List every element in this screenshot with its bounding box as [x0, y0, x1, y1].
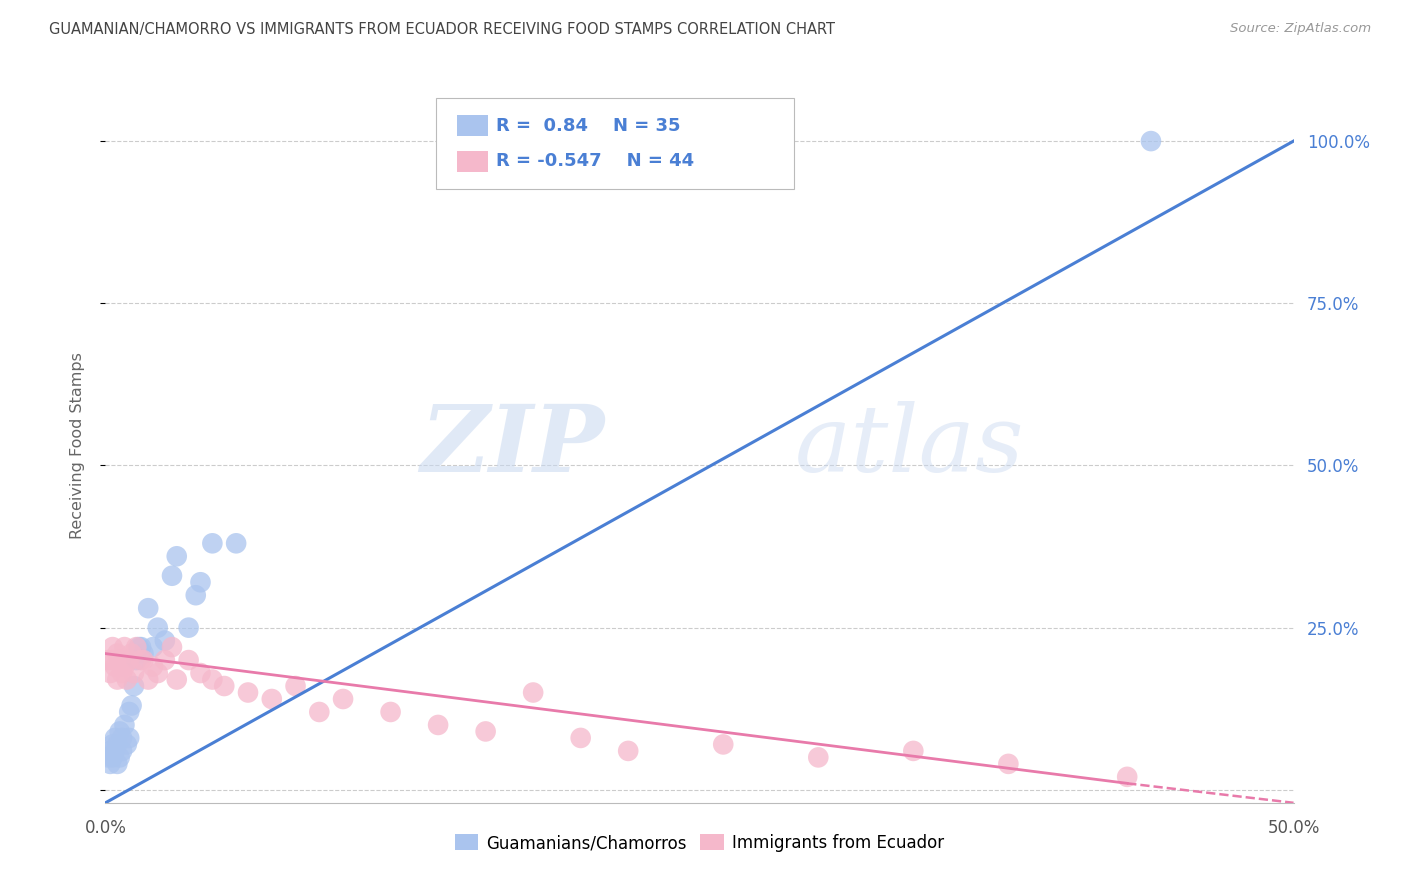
- Point: [118, 731, 141, 745]
- Point: [522, 685, 544, 699]
- Point: [146, 621, 169, 635]
- Point: [146, 666, 169, 681]
- Point: [129, 640, 152, 654]
- Point: [114, 718, 136, 732]
- Point: [122, 679, 145, 693]
- Point: [125, 640, 148, 654]
- Point: [115, 673, 138, 687]
- Point: [108, 724, 131, 739]
- Point: [160, 568, 183, 582]
- Point: [101, 750, 124, 764]
- Point: [153, 653, 176, 667]
- Point: [284, 679, 307, 693]
- Point: [105, 673, 128, 687]
- Text: atlas: atlas: [794, 401, 1024, 491]
- Text: Source: ZipAtlas.com: Source: ZipAtlas.com: [1230, 22, 1371, 36]
- Point: [1116, 770, 1139, 784]
- Point: [105, 738, 128, 752]
- Point: [1140, 134, 1163, 148]
- Text: GUAMANIAN/CHAMORRO VS IMMIGRANTS FROM ECUADOR RECEIVING FOOD STAMPS CORRELATION : GUAMANIAN/CHAMORRO VS IMMIGRANTS FROM EC…: [49, 22, 835, 37]
- Text: R = -0.547    N = 44: R = -0.547 N = 44: [496, 153, 695, 170]
- Point: [108, 750, 131, 764]
- Point: [105, 647, 128, 661]
- Point: [97, 653, 120, 667]
- Point: [136, 601, 159, 615]
- Legend: Guamanians/Chamorros, Immigrants from Ecuador: Guamanians/Chamorros, Immigrants from Ec…: [449, 828, 950, 859]
- Point: [115, 738, 138, 752]
- Point: [332, 692, 354, 706]
- Point: [101, 738, 124, 752]
- Point: [136, 673, 159, 687]
- Point: [121, 647, 143, 661]
- Y-axis label: Receiving Food Stamps: Receiving Food Stamps: [70, 352, 84, 540]
- Point: [184, 588, 207, 602]
- Point: [617, 744, 640, 758]
- Point: [121, 698, 143, 713]
- Point: [122, 666, 145, 681]
- Point: [380, 705, 402, 719]
- Point: [190, 575, 212, 590]
- Point: [160, 640, 183, 654]
- Point: [190, 666, 212, 681]
- Point: [166, 549, 188, 564]
- Point: [807, 750, 830, 764]
- Point: [104, 744, 127, 758]
- Point: [108, 653, 131, 667]
- Point: [132, 647, 155, 661]
- Point: [201, 536, 224, 550]
- Point: [104, 659, 127, 673]
- Point: [142, 640, 165, 654]
- Point: [166, 673, 188, 687]
- Point: [153, 633, 176, 648]
- Point: [201, 673, 224, 687]
- Point: [129, 653, 152, 667]
- Point: [114, 640, 136, 654]
- Point: [125, 653, 148, 667]
- Point: [98, 756, 121, 771]
- Point: [101, 640, 124, 654]
- Point: [308, 705, 330, 719]
- Point: [111, 731, 134, 745]
- Point: [101, 653, 124, 667]
- Point: [225, 536, 247, 550]
- Point: [111, 666, 134, 681]
- Point: [98, 744, 121, 758]
- Point: [177, 653, 200, 667]
- Point: [427, 718, 450, 732]
- Point: [569, 731, 592, 745]
- Text: ZIP: ZIP: [420, 401, 605, 491]
- Point: [177, 621, 200, 635]
- Point: [128, 640, 150, 654]
- Point: [118, 653, 141, 667]
- Point: [711, 738, 734, 752]
- Point: [214, 679, 236, 693]
- Point: [98, 666, 121, 681]
- Point: [474, 724, 496, 739]
- Point: [236, 685, 259, 699]
- Point: [114, 659, 136, 673]
- Point: [997, 756, 1019, 771]
- Point: [97, 750, 120, 764]
- Point: [903, 744, 925, 758]
- Point: [105, 756, 128, 771]
- Point: [132, 653, 155, 667]
- Point: [118, 705, 141, 719]
- Text: R =  0.84    N = 35: R = 0.84 N = 35: [496, 117, 681, 135]
- Point: [142, 659, 165, 673]
- Point: [260, 692, 283, 706]
- Point: [104, 731, 127, 745]
- Point: [111, 744, 134, 758]
